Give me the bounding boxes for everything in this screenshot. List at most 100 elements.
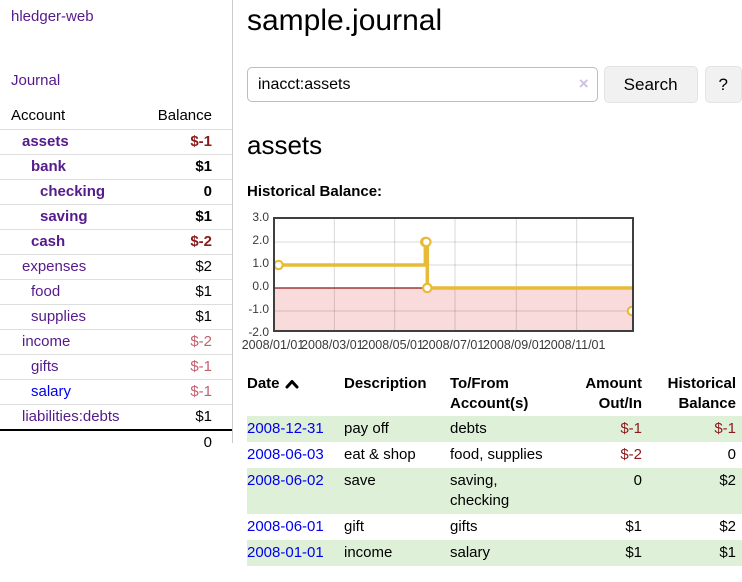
accounts-total-spacer	[0, 429, 144, 455]
account-row: gifts $-1	[0, 354, 232, 380]
account-balance: $-1	[143, 354, 232, 380]
accounts-total-row: 0	[0, 429, 232, 455]
register-table: Date Description To/From Account(s) Amou…	[247, 372, 742, 566]
account-name-cell: liabilities:debts	[0, 404, 144, 430]
transaction-accounts: food, supplies	[450, 446, 543, 463]
y-axis-tick-label: 0.0	[252, 279, 269, 293]
account-row: expenses $2	[0, 254, 232, 280]
accounts-header-balance: Balance	[157, 107, 212, 124]
account-name-cell: income	[0, 329, 144, 355]
account-link-salary[interactable]: salary	[31, 383, 72, 400]
transaction-amount: $-1	[620, 420, 642, 437]
account-name-cell: assets	[0, 129, 144, 155]
accounts-header-account: Account	[11, 107, 66, 124]
transaction-amount: 0	[633, 472, 642, 489]
accounts-table-header: Account Balance	[0, 104, 232, 130]
y-axis-tick-label: -2.0	[248, 325, 269, 339]
transaction-description: save	[344, 472, 376, 489]
account-balance: $-1	[143, 129, 232, 155]
transaction-row: 2008-06-02 save saving, checking 0 $2	[247, 468, 742, 514]
transaction-accounts: debts	[450, 420, 487, 437]
account-row: cash $-2	[0, 229, 232, 255]
x-axis-tick-label: 2008/03/01	[301, 338, 364, 352]
sidebar-item-journal[interactable]: Journal	[11, 72, 61, 89]
transaction-description: income	[344, 544, 393, 561]
transaction-date-link[interactable]: 2008-12-31	[247, 420, 324, 437]
transaction-date-link[interactable]: 2008-06-01	[247, 518, 324, 535]
x-axis-tick-label: 2008/07/01	[421, 338, 485, 352]
transaction-balance: $2	[719, 518, 736, 535]
account-name-cell: saving	[0, 204, 144, 230]
y-axis-tick-label: 3.0	[252, 210, 269, 224]
account-row: income $-2	[0, 329, 232, 355]
transaction-balance: $1	[719, 544, 736, 561]
y-axis-tick-label: 2.0	[252, 233, 269, 247]
transaction-date-cell: 2008-06-03	[247, 442, 344, 468]
transaction-accounts: gifts	[450, 518, 478, 535]
transaction-row: 2008-01-01 income salary $1 $1	[247, 540, 742, 566]
account-link-expenses[interactable]: expenses	[22, 258, 87, 275]
account-name-cell: salary	[0, 379, 144, 405]
transaction-balance: $2	[719, 472, 736, 489]
account-name-cell: expenses	[0, 254, 144, 280]
account-link-checking[interactable]: checking	[40, 183, 106, 200]
transaction-row: 2008-06-03 eat & shop food, supplies $-2 0	[247, 442, 742, 468]
search-input[interactable]	[247, 67, 598, 102]
historical-balance-chart: $ 3.0 2.0 1.0 0.0 -1.0 -2.0 2008/01/01 2008/03/…	[242, 210, 742, 353]
account-row: saving $1	[0, 204, 232, 230]
transaction-row: 2008-12-31 pay off debts $-1 $-1	[247, 416, 742, 442]
transaction-date-link[interactable]: 2008-06-02	[247, 472, 324, 489]
account-link-gifts[interactable]: gifts	[31, 358, 59, 375]
transaction-description: eat & shop	[344, 446, 416, 463]
account-link-liabilities-debts[interactable]: liabilities:debts	[22, 408, 120, 425]
account-link-bank[interactable]: bank	[31, 158, 67, 175]
account-name-cell: checking	[0, 179, 144, 205]
transaction-description: pay off	[344, 420, 389, 437]
account-balance: $-1	[143, 379, 232, 405]
transaction-date-link[interactable]: 2008-06-03	[247, 446, 324, 463]
transaction-accounts: saving, checking	[450, 472, 510, 509]
search-input-wrap: ×	[247, 67, 598, 102]
transaction-accounts: salary	[450, 544, 491, 561]
register-header-description: Description	[344, 375, 427, 392]
transaction-date-cell: 2008-01-01	[247, 540, 344, 566]
chart-plot-area	[273, 217, 634, 332]
account-row: checking 0	[0, 179, 232, 205]
register-table-header: Date Description To/From Account(s) Amou…	[247, 372, 742, 416]
sidebar: hledger-web Journal Account Balance asse…	[0, 0, 233, 455]
help-button[interactable]: ?	[704, 66, 742, 103]
x-axis-tick-label: 2008/09/01	[483, 338, 546, 352]
chart-title: Historical Balance:	[247, 183, 383, 200]
register-header-date[interactable]: Date	[247, 372, 344, 416]
account-name-cell: cash	[0, 229, 144, 255]
account-link-saving[interactable]: saving	[40, 208, 88, 225]
transaction-description: gift	[344, 518, 365, 535]
transaction-amount: $1	[625, 544, 642, 561]
account-link-income[interactable]: income	[22, 333, 71, 350]
account-balance: $1	[143, 304, 232, 330]
transaction-date-cell: 2008-12-31	[247, 416, 344, 442]
page-title: sample.journal	[247, 4, 443, 37]
account-balance: $2	[143, 254, 232, 280]
account-heading: assets	[247, 130, 323, 160]
transaction-date-cell: 2008-06-01	[247, 514, 344, 540]
account-link-assets[interactable]: assets	[22, 133, 69, 150]
account-row: salary $-1	[0, 379, 232, 405]
transaction-row: 2008-06-01 gift gifts $1 $2	[247, 514, 742, 540]
y-axis-tick-label: -1.0	[248, 302, 269, 316]
register-header-balance: Historical Balance	[667, 375, 736, 412]
account-link-supplies[interactable]: supplies	[31, 308, 87, 325]
transaction-date-link[interactable]: 2008-01-01	[247, 544, 324, 561]
main-content: sample.journal × Search ? assets Histori…	[242, 0, 742, 566]
account-row: supplies $1	[0, 304, 232, 330]
account-link-food[interactable]: food	[31, 283, 61, 300]
account-link-cash[interactable]: cash	[31, 233, 66, 250]
account-name-cell: gifts	[0, 354, 144, 380]
account-name-cell: food	[0, 279, 144, 305]
clear-search-icon[interactable]: ×	[578, 74, 589, 93]
x-axis-tick-label: 2008/11/01	[543, 338, 606, 352]
account-name-cell: bank	[0, 154, 144, 180]
search-form: × Search ?	[247, 66, 742, 103]
search-button[interactable]: Search	[603, 66, 698, 103]
app-brand-link[interactable]: hledger-web	[11, 8, 94, 25]
